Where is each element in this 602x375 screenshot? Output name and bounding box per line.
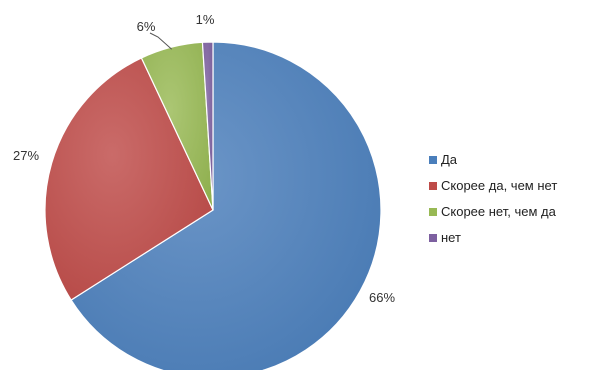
legend-label-net: нет xyxy=(441,230,461,245)
pie-slice-da xyxy=(70,41,382,375)
legend-label-da: Да xyxy=(441,152,458,167)
pie-slice-net xyxy=(201,41,214,211)
legend: Да Скорее да, чем нет Скорее нет, чем да не… xyxy=(429,152,557,245)
leader-line-skoree-net xyxy=(149,32,173,50)
data-label-skoree-da: 27% xyxy=(13,148,39,163)
pie-slice-skoree-da xyxy=(44,57,214,301)
pie-slices xyxy=(44,41,382,375)
legend-swatch-skoree-da xyxy=(429,182,437,190)
legend-swatch-da xyxy=(429,156,437,164)
legend-item-skoree-da: Скорее да, чем нет xyxy=(429,178,557,193)
legend-label-skoree-net: Скорее нет, чем да xyxy=(441,204,557,219)
data-label-net: 1% xyxy=(196,12,215,27)
legend-label-skoree-da: Скорее да, чем нет xyxy=(441,178,557,193)
data-label-skoree-net: 6% xyxy=(137,19,156,34)
data-labels: 66% 27% 6% 1% xyxy=(13,12,395,305)
data-label-da: 66% xyxy=(369,290,395,305)
legend-item-skoree-net: Скорее нет, чем да xyxy=(429,204,557,219)
legend-swatch-skoree-net xyxy=(429,208,437,216)
legend-item-net: нет xyxy=(429,230,461,245)
legend-swatch-net xyxy=(429,234,437,242)
legend-item-da: Да xyxy=(429,152,458,167)
leader-lines xyxy=(149,32,173,50)
